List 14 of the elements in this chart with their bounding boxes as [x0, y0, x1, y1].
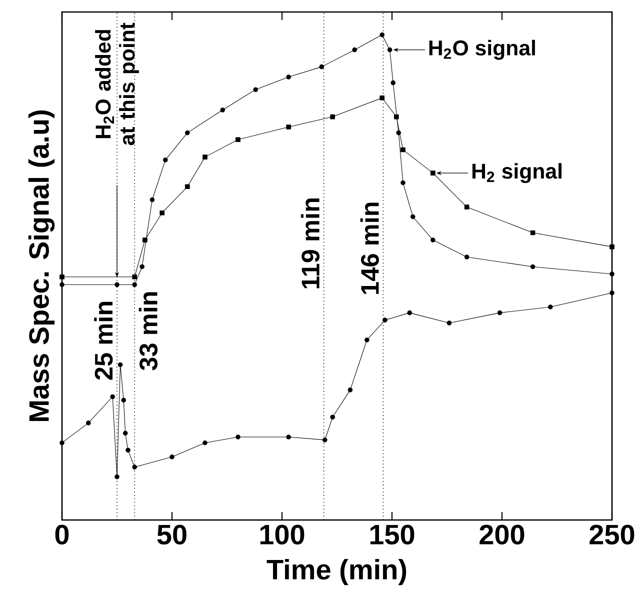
- series-label: H$_{2}$ signal: [472, 163, 562, 184]
- x-tick-label: 150: [370, 524, 414, 545]
- ref-line-label: 119 min: [300, 198, 320, 288]
- ref-line-label: 25 min: [94, 302, 113, 380]
- x-tick-label: 100: [260, 524, 304, 545]
- legend-label: H$_{2}$O signal: [429, 40, 535, 60]
- y-axis-title: Mass Spec. Signal (a.u): [28, 110, 55, 421]
- x-tick-label: 0: [55, 524, 69, 545]
- x-tick-label: 50: [157, 524, 186, 545]
- x-tick-label: 250: [590, 524, 634, 545]
- x-axis-title: Time (min): [266, 559, 406, 586]
- ref-line-label: 33 min: [138, 292, 158, 370]
- ref-line-label: 146 min: [360, 202, 379, 294]
- x-tick-label: 200: [480, 524, 524, 545]
